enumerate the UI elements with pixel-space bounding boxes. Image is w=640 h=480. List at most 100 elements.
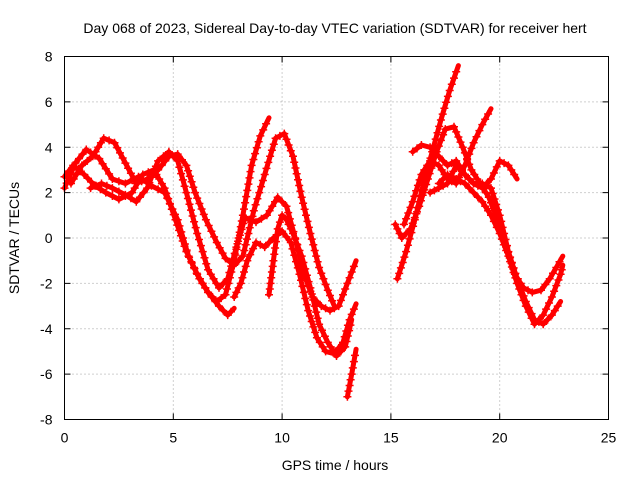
series-trace-5 <box>230 227 359 358</box>
data-point <box>284 220 293 229</box>
data-point <box>349 357 358 366</box>
data-point <box>430 159 439 168</box>
data-point <box>99 134 108 143</box>
data-point <box>116 148 124 157</box>
data-point <box>312 333 321 342</box>
data-point <box>167 205 176 214</box>
data-point <box>267 146 276 155</box>
data-point <box>265 206 274 215</box>
data-point <box>410 215 419 224</box>
data-point <box>282 202 291 211</box>
data-point <box>552 263 561 272</box>
data-point <box>487 211 495 220</box>
data-point <box>345 381 354 390</box>
data-point <box>235 231 244 240</box>
data-point <box>460 179 469 188</box>
data-point <box>345 326 354 335</box>
data-point <box>478 197 487 206</box>
data-point <box>185 253 194 262</box>
data-point <box>487 184 495 193</box>
data-point <box>83 174 92 183</box>
data-point <box>547 293 556 301</box>
data-point <box>166 200 174 208</box>
data-point <box>189 183 198 192</box>
data-point <box>435 122 444 131</box>
data-point <box>204 265 213 274</box>
data-point <box>241 262 250 271</box>
data-point <box>339 290 347 299</box>
data-point <box>243 186 252 195</box>
data-point <box>191 188 200 197</box>
data-point <box>456 165 465 174</box>
series-trace-6 <box>265 211 355 360</box>
data-point <box>246 215 255 224</box>
data-point <box>228 255 237 264</box>
data-point <box>534 315 543 324</box>
data-point <box>400 220 408 229</box>
data-point <box>271 134 280 143</box>
data-point <box>495 156 504 165</box>
data-point <box>209 274 218 283</box>
data-point <box>105 136 114 145</box>
data-point <box>187 177 196 186</box>
data-point <box>454 133 463 141</box>
data-point <box>236 279 245 288</box>
data-point <box>97 179 106 188</box>
series-line <box>436 172 566 327</box>
data-point <box>282 135 291 144</box>
series-line <box>392 124 566 295</box>
data-point <box>292 257 300 266</box>
data-point <box>196 241 205 250</box>
data-point <box>426 156 435 165</box>
data-point <box>159 152 168 161</box>
data-point <box>318 342 327 351</box>
data-point <box>69 161 78 170</box>
data-point <box>286 146 295 155</box>
data-point <box>185 200 194 209</box>
data-point <box>550 287 559 296</box>
data-point <box>481 115 490 124</box>
data-point <box>472 132 481 141</box>
data-point <box>193 270 202 279</box>
data-point <box>463 155 472 164</box>
data-point <box>326 291 334 300</box>
data-point <box>78 150 87 159</box>
data-point <box>175 163 184 172</box>
data-point <box>336 347 345 356</box>
data-point <box>251 200 260 209</box>
data-point <box>164 194 173 203</box>
data-point <box>114 177 123 186</box>
data-point <box>436 136 445 145</box>
data-point <box>193 194 202 203</box>
data-point <box>343 392 352 401</box>
data-point <box>221 290 230 299</box>
data-point <box>180 182 189 191</box>
data-point <box>320 332 329 341</box>
data-point <box>348 363 357 372</box>
data-point <box>121 179 130 188</box>
data-point <box>403 241 412 250</box>
data-point <box>234 283 243 292</box>
data-point <box>452 127 461 136</box>
data-point <box>554 276 563 284</box>
y-tick-label: -2 <box>40 275 53 291</box>
data-point <box>262 164 271 173</box>
data-point <box>447 172 456 181</box>
data-point <box>349 262 358 271</box>
data-point <box>469 179 478 188</box>
data-point <box>439 175 448 183</box>
data-point <box>481 188 490 197</box>
data-point <box>135 193 144 202</box>
data-point <box>241 213 250 222</box>
data-point <box>243 256 252 265</box>
chart-title: Day 068 of 2023, Sidereal Day-to-day VTE… <box>83 20 586 36</box>
data-point <box>138 170 147 179</box>
data-point <box>207 227 216 236</box>
data-point <box>541 280 550 289</box>
x-tick-label: 20 <box>492 430 508 446</box>
data-point <box>301 294 310 303</box>
data-point <box>478 184 487 193</box>
data-point <box>304 306 313 315</box>
data-point <box>405 234 414 243</box>
data-point <box>332 352 341 360</box>
